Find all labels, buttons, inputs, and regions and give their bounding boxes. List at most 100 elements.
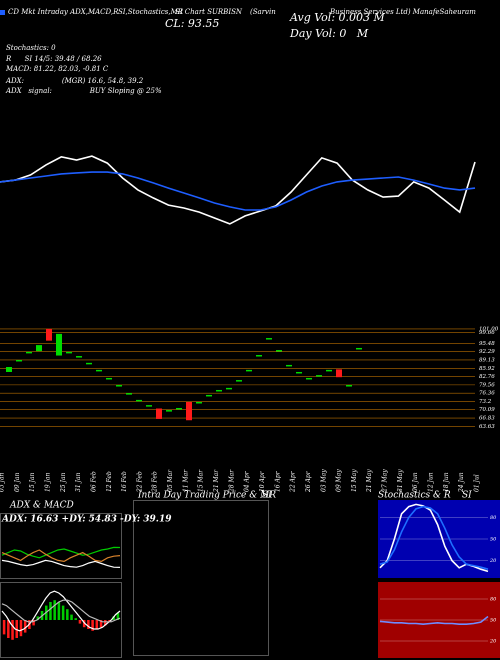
- x-tick-label: 01 Jul: [474, 474, 481, 492]
- x-tick-label: 21 May: [366, 469, 373, 493]
- candle: [36, 345, 42, 352]
- x-tick-label: 19 Jan: [44, 472, 51, 492]
- y-tick-label: 76.36: [479, 391, 495, 397]
- y-tick-label: 80: [490, 515, 497, 521]
- y-tick-label: 70.09: [479, 407, 495, 413]
- annotation: Avg Vol: 0.003 M: [289, 11, 386, 24]
- y-tick-label: 50: [490, 537, 497, 543]
- candle: [206, 394, 212, 397]
- histogram-bar: [53, 600, 56, 620]
- candle: [286, 364, 292, 367]
- panel-title: Stochastics & R: [378, 491, 451, 501]
- y-tick-label: 20: [489, 558, 497, 564]
- candle: [76, 356, 82, 358]
- candle: [56, 333, 62, 356]
- y-tick-label: 85.92: [479, 366, 495, 372]
- x-tick-label: 03 May: [320, 469, 327, 492]
- series-line: [1, 546, 121, 559]
- y-tick-label: 82.76: [479, 374, 495, 380]
- intraday-frame: [133, 500, 269, 656]
- x-tick-label: 22 Feb: [136, 471, 143, 493]
- histogram-bar: [19, 620, 23, 637]
- series-line: [0, 171, 476, 211]
- histogram-bar: [23, 620, 27, 633]
- x-tick-label: 16 Feb: [121, 471, 128, 492]
- series-line: [1, 549, 121, 563]
- histogram-bar: [74, 618, 78, 620]
- y-tick-label: 89.13: [479, 357, 495, 363]
- x-tick-label: 10 Apr: [259, 470, 266, 492]
- panel-subtitle: ADX: 16.63 +DY: 54.83 -DY: 39.19: [1, 515, 172, 525]
- x-tick-label: 09 May: [336, 469, 343, 492]
- candle: [156, 408, 162, 419]
- annotation: Day Vol: 0 M: [289, 27, 369, 40]
- series-line: [0, 155, 476, 225]
- candle: [326, 369, 332, 372]
- x-tick-label: 28 Mar: [228, 469, 235, 493]
- candle: [166, 410, 172, 412]
- histogram-bar: [99, 620, 103, 628]
- candle: [66, 351, 72, 354]
- annotation: CL: 93.55: [165, 17, 219, 30]
- histogram-bar: [15, 620, 19, 638]
- candle: [246, 369, 252, 372]
- candle: [116, 385, 122, 387]
- series-line: [1, 559, 121, 568]
- histogram-bar: [78, 620, 82, 624]
- x-tick-label: 24 Jun: [458, 472, 465, 493]
- annotation: Stochastics: 0: [6, 44, 56, 52]
- candle: [346, 385, 352, 387]
- histogram-bar: [82, 620, 86, 628]
- x-tick-label: 25 Jan: [60, 472, 67, 493]
- x-tick-label: 21 Mar: [213, 469, 220, 493]
- annotation: (Sarvin: [250, 8, 276, 16]
- y-tick-label: 79.56: [479, 382, 495, 388]
- x-tick-label: 06 Jun: [412, 472, 419, 492]
- candle: [46, 328, 52, 341]
- histogram-bar: [7, 620, 10, 638]
- annotation: R SI 14/5: 39.48 / 68.26: [5, 55, 102, 63]
- candle: [256, 355, 262, 357]
- annotation: ADX: (MGR) 16.6, 54.8, 39.2: [5, 77, 144, 85]
- series-line: [1, 599, 121, 623]
- candle: [306, 377, 312, 380]
- y-tick-label: 101.00: [479, 326, 499, 332]
- annotation: CD Mkt Intraday ADX,MACD,R: [8, 8, 119, 16]
- x-tick-label: 15 Jan: [29, 472, 36, 492]
- candle: [86, 362, 92, 365]
- y-tick-label: 95.48: [479, 341, 495, 347]
- macd-frame: [0, 582, 122, 658]
- histogram-bar: [11, 620, 14, 640]
- candle: [16, 359, 22, 362]
- candle: [146, 405, 152, 407]
- series-line: [1, 590, 121, 632]
- candle: [336, 369, 342, 378]
- x-tick-label: 03 Jan: [0, 472, 6, 492]
- annotation: SI Chart SURBISN: [175, 8, 243, 16]
- x-tick-label: 11 Mar: [182, 469, 189, 492]
- candle: [26, 351, 32, 354]
- x-tick-label: 27 May: [382, 469, 389, 493]
- candle: [196, 401, 202, 404]
- x-tick-label: 12 Feb: [106, 471, 113, 492]
- histogram-bar: [95, 620, 99, 629]
- y-tick-label: 80: [490, 597, 497, 603]
- x-tick-label: 18 Jun: [443, 472, 450, 492]
- series-line: [379, 505, 489, 570]
- x-tick-label: 15 May: [351, 469, 358, 492]
- annotation: Business Services Ltd) ManafeSaheuram: [329, 8, 476, 16]
- annotation: MACD: 81.22, 82.03, -0.81 C: [5, 65, 109, 73]
- y-tick-label: 50: [490, 618, 497, 624]
- histogram-bar: [36, 616, 40, 620]
- annotation: SI,Stochastics,MR: [118, 8, 184, 16]
- histogram-bar: [112, 616, 115, 620]
- legend-swatch: [0, 10, 5, 15]
- candle: [226, 387, 232, 390]
- x-tick-label: 26 Apr: [305, 470, 312, 493]
- candle: [296, 371, 302, 374]
- series-line: [379, 615, 489, 626]
- candle: [6, 367, 12, 372]
- y-tick-label: 63.63: [479, 424, 495, 430]
- histogram-bar: [91, 620, 94, 631]
- y-tick-label: 99.66: [479, 330, 495, 336]
